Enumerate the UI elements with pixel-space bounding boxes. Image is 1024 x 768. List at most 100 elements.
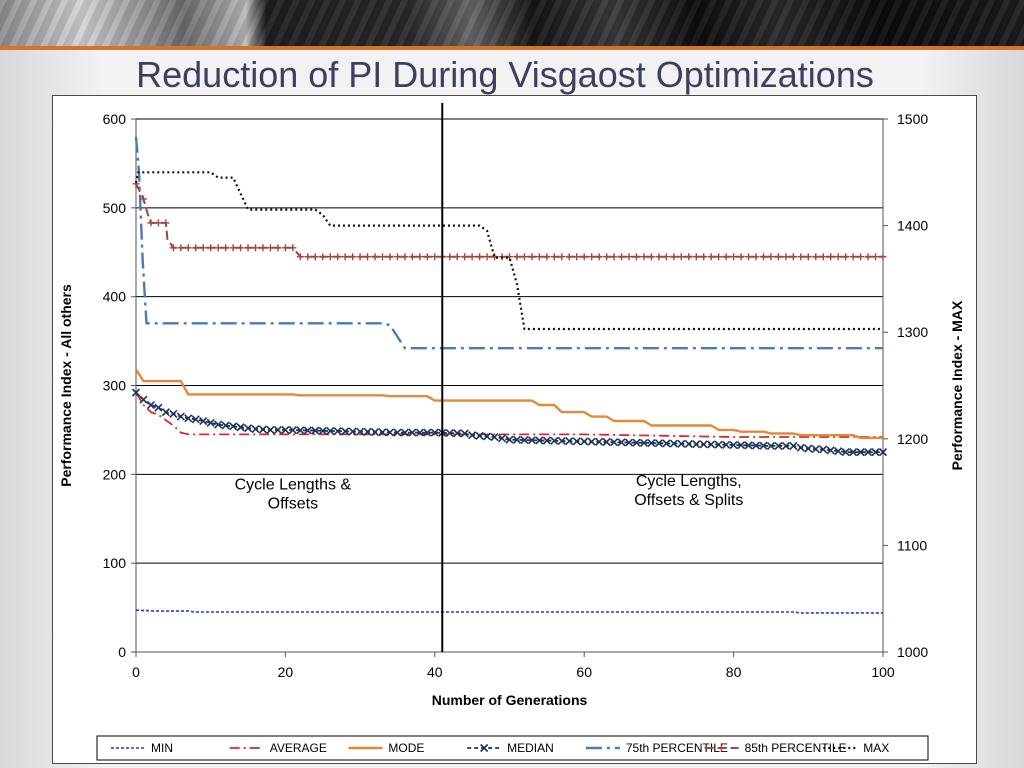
data-point-median xyxy=(789,441,798,450)
chart-annotation: Offsets xyxy=(268,495,318,512)
legend-label: AVERAGE xyxy=(270,741,327,755)
data-point-median xyxy=(468,431,477,440)
data-point-85th-percentile xyxy=(745,253,753,261)
data-point-median xyxy=(341,427,350,436)
data-point-85th-percentile xyxy=(722,253,730,261)
data-point-median xyxy=(281,425,290,434)
data-point-85th-percentile xyxy=(162,219,170,227)
data-point-85th-percentile xyxy=(319,253,327,261)
data-point-85th-percentile xyxy=(371,253,379,261)
series-line-median xyxy=(135,391,883,453)
data-point-median xyxy=(527,436,536,445)
data-point-median xyxy=(774,441,783,450)
data-point-85th-percentile xyxy=(326,253,334,261)
data-point-median xyxy=(423,428,432,437)
x-tick-label: 20 xyxy=(278,664,294,680)
data-point-median xyxy=(266,425,275,434)
x-tick-label: 0 xyxy=(132,664,140,680)
data-point-85th-percentile xyxy=(610,253,618,261)
legend-label: MIN xyxy=(151,741,173,755)
y-left-tick-label: 500 xyxy=(103,200,127,216)
data-point-85th-percentile xyxy=(827,253,835,261)
series-average xyxy=(135,392,883,438)
legend-label: MODE xyxy=(388,741,424,755)
data-point-85th-percentile xyxy=(229,244,237,252)
data-point-85th-percentile xyxy=(588,253,596,261)
data-point-median xyxy=(639,438,649,447)
data-point-85th-percentile xyxy=(640,253,648,261)
data-point-median xyxy=(139,395,148,404)
data-point-85th-percentile xyxy=(147,219,155,227)
grid-layer xyxy=(136,118,883,564)
data-point-median xyxy=(296,426,305,435)
y-left-tick-label: 0 xyxy=(118,644,126,660)
data-point-median xyxy=(199,416,208,426)
data-point-median xyxy=(273,425,282,434)
data-point-85th-percentile xyxy=(879,253,887,261)
data-point-median xyxy=(176,412,185,421)
data-point-85th-percentile xyxy=(632,253,640,261)
data-point-85th-percentile xyxy=(595,253,603,261)
data-point-85th-percentile xyxy=(767,253,775,261)
data-point-85th-percentile xyxy=(804,253,812,261)
data-point-median xyxy=(565,437,574,446)
data-point-median xyxy=(258,425,268,434)
data-point-median xyxy=(385,428,395,437)
series-median xyxy=(131,388,888,457)
data-point-85th-percentile xyxy=(618,253,626,261)
chart-annotation: Cycle Lengths & xyxy=(235,476,352,493)
data-point-85th-percentile xyxy=(670,253,678,261)
data-point-85th-percentile xyxy=(252,244,260,252)
data-point-median xyxy=(445,428,454,438)
data-point-85th-percentile xyxy=(184,244,192,252)
axis-layer: 0100200300400500600100011001200130014001… xyxy=(103,111,929,680)
data-point-median xyxy=(356,427,365,436)
data-point-median xyxy=(707,440,716,449)
y-right-tick-label: 1300 xyxy=(897,324,928,340)
x-tick-label: 40 xyxy=(427,664,443,680)
y-left-tick-label: 200 xyxy=(103,466,127,482)
y-axis-right-title: Performance Index - MAX xyxy=(949,300,965,470)
data-point-85th-percentile xyxy=(580,253,588,261)
series-line-mode xyxy=(134,368,883,440)
data-point-median xyxy=(318,426,327,435)
data-point-85th-percentile xyxy=(401,253,409,261)
chart-annotation: Offsets & Splits xyxy=(634,492,743,509)
legend-marker xyxy=(718,744,726,752)
data-point-85th-percentile xyxy=(677,253,685,261)
data-point-85th-percentile xyxy=(281,244,289,252)
data-point-median xyxy=(363,427,372,436)
series-mode xyxy=(134,368,883,440)
data-point-85th-percentile xyxy=(737,253,745,261)
legend-item-median: MEDIAN xyxy=(467,741,554,755)
data-point-median xyxy=(849,448,858,457)
data-point-median xyxy=(288,426,297,435)
data-point-85th-percentile xyxy=(730,253,738,261)
data-point-85th-percentile xyxy=(446,253,454,261)
data-point-85th-percentile xyxy=(782,253,790,261)
legend-item-min: MIN xyxy=(111,741,173,755)
data-point-median xyxy=(654,439,663,448)
legend-item-average: AVERAGE xyxy=(229,741,327,755)
data-point-median xyxy=(647,438,656,448)
data-point-median xyxy=(550,436,559,445)
data-point-85th-percentile xyxy=(177,244,185,252)
data-point-85th-percentile xyxy=(834,253,842,261)
data-point-median xyxy=(737,441,746,450)
y-right-tick-label: 1000 xyxy=(897,644,928,660)
data-point-median xyxy=(632,438,641,447)
data-point-median xyxy=(841,448,850,457)
annotation-layer: Cycle Lengths & Offsets Cycle Lengths, Offs… xyxy=(235,473,744,513)
accent-bar xyxy=(0,46,1024,50)
data-point-median xyxy=(781,441,790,450)
data-point-85th-percentile xyxy=(356,253,364,261)
data-point-85th-percentile xyxy=(289,244,297,252)
data-point-85th-percentile xyxy=(304,253,312,261)
data-point-median xyxy=(505,435,514,444)
data-point-85th-percentile xyxy=(849,253,857,261)
data-point-85th-percentile xyxy=(393,253,401,261)
data-point-85th-percentile xyxy=(864,253,872,261)
data-point-85th-percentile xyxy=(535,253,543,261)
data-point-median xyxy=(169,409,178,418)
data-point-85th-percentile xyxy=(311,253,319,261)
